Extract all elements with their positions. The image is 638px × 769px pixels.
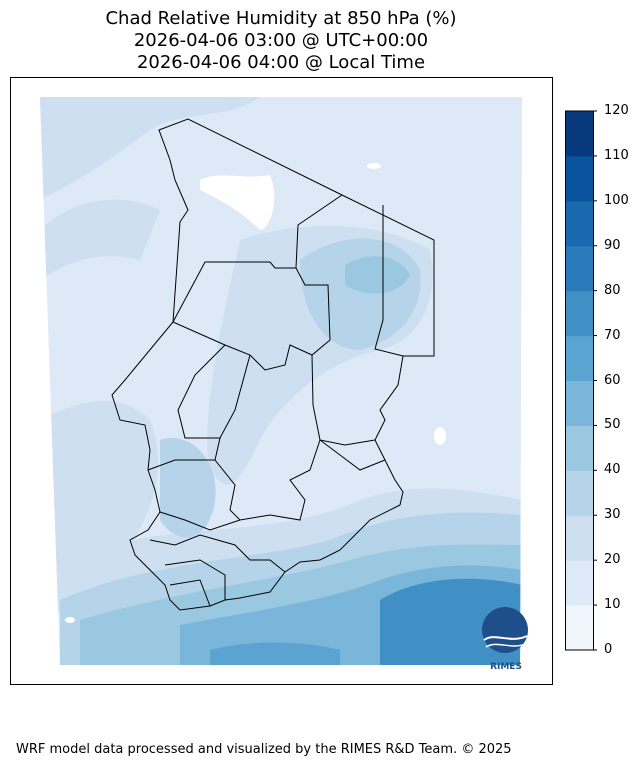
colorbar-segment [565,560,593,606]
colorbar-tick-label: 120 [604,103,629,118]
colorbar-segment [565,245,593,292]
colorbar-tick-label: 20 [604,552,621,568]
colorbar-tick-label: 100 [604,192,629,208]
colorbar-segment [565,335,593,381]
colorbar-tick-label: 110 [604,147,629,163]
colorbar-segment [565,155,593,202]
colorbar-tick-label: 80 [604,282,621,298]
chad-boundaries [111,118,435,611]
colorbar-tick-label: 10 [604,597,621,613]
footer-credit: WRF model data processed and visualized … [16,742,512,757]
colorbar-segment [565,425,593,471]
colorbar-tick-label: 40 [604,462,621,478]
colorbar-tick-label: 30 [604,507,621,523]
colorbar-segment [565,200,593,247]
rimes-logo: RIMES [482,607,528,672]
colorbar-tick-label: 50 [604,417,621,433]
logo-text: RIMES [490,662,522,672]
colorbar-segment [565,470,593,516]
colorbar-tick-label: 60 [604,372,621,388]
colorbar-segment [565,111,593,157]
colorbar-tick-label: 90 [604,237,621,253]
colorbar-segment [565,515,593,561]
colorbar-tick-label: 0 [604,642,613,657]
colorbar [565,110,597,651]
title-line-2: 2026-04-06 03:00 @ UTC+00:00 [133,30,429,51]
title-line-3: 2026-04-06 04:00 @ Local Time [136,52,426,73]
title-line-1: Chad Relative Humidity at 850 hPa (%) [105,8,457,29]
colorbar-segment [565,605,593,651]
colorbar-tick-label: 70 [604,327,621,343]
colorbar-segment [565,380,593,426]
colorbar-segment [565,290,593,337]
humidity-field [40,97,522,665]
